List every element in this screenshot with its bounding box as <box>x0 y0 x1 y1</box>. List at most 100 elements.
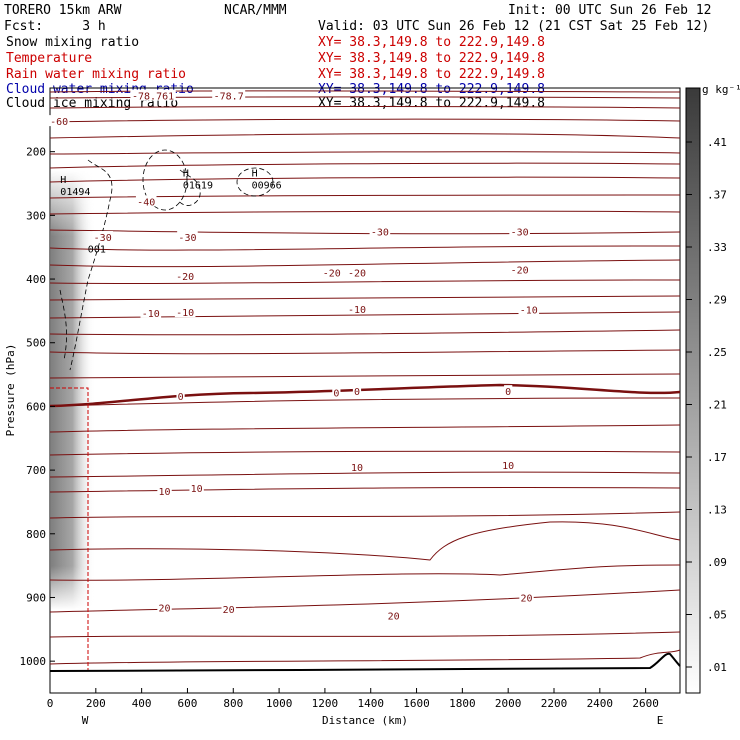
x-tick-label: 1200 <box>312 697 339 710</box>
terrain <box>49 652 681 672</box>
x-tick-label: 1600 <box>403 697 430 710</box>
contour-label-bg <box>509 225 530 237</box>
legend-xy: XY= 38.3,149.8 to 222.9,149.8 <box>318 35 545 50</box>
temperature-label: 20 <box>223 605 235 616</box>
zero-isotherm <box>49 383 681 408</box>
temperature-label: -60 <box>50 117 68 128</box>
x-tick-label: 2000 <box>495 697 522 710</box>
y-tick-label: 700 <box>26 464 46 477</box>
contour-label-bg <box>349 460 365 472</box>
contour-label-bg <box>140 306 162 318</box>
x-tick-label: 200 <box>86 697 106 710</box>
temperature-label: 0 <box>178 392 184 403</box>
contour-label-bg <box>157 485 172 497</box>
colorbar-unit: g kg⁻¹ <box>702 83 740 96</box>
contour-value-label: 001 <box>88 244 106 255</box>
temperature-label: -30 <box>94 233 112 244</box>
high-marker: H <box>252 169 258 180</box>
legend-label: Snow mixing ratio <box>6 35 139 50</box>
legend-xy: XY= 38.3,149.8 to 222.9,149.8 <box>318 96 545 111</box>
temperature-label: -78.761 <box>132 92 174 103</box>
temperature-label: 20 <box>388 611 400 622</box>
temperature-contours <box>49 90 681 665</box>
temperature-label: -10 <box>176 308 194 319</box>
temperature-label: 10 <box>351 463 363 474</box>
colorbar-level: .29 <box>707 294 727 307</box>
contour-label-bg <box>509 263 530 275</box>
temperature-label: -30 <box>371 227 389 238</box>
x-tick-label: 1400 <box>357 697 384 710</box>
x-axis-title: Distance (km) <box>322 714 408 727</box>
legend: Snow mixing ratio XY= 38.3,149.8 to 222.… <box>6 35 545 111</box>
temperature-label: -20 <box>348 269 366 280</box>
model-label: TORERO 15km ARW <box>4 3 122 18</box>
x-tick-label: 1800 <box>449 697 476 710</box>
contour-label-bg <box>135 195 157 207</box>
contour-label-bg <box>174 306 196 318</box>
temperature-label: 20 <box>520 593 532 604</box>
cloud-ice-contours <box>59 149 274 371</box>
contour-label-bg <box>92 231 113 243</box>
contour-label-bg <box>386 609 401 621</box>
x-tick-label: 400 <box>132 697 152 710</box>
colorbar-level: .37 <box>707 189 727 202</box>
contour-label-bg <box>519 591 534 603</box>
temperature-label: 10 <box>502 461 514 472</box>
colorbar-level: .41 <box>707 136 727 149</box>
snow-max-label: 01494 <box>60 187 90 198</box>
y-tick-label: 500 <box>26 337 46 350</box>
contour-label-bg <box>321 266 343 278</box>
legend-xy: XY= 38.3,149.8 to 222.9,149.8 <box>318 67 545 82</box>
rain-boundary <box>50 387 89 670</box>
contour-label-bg <box>174 269 196 281</box>
contour-label-bg <box>346 302 368 314</box>
colorbar-level: .05 <box>707 609 727 622</box>
contour-label-bg <box>346 266 368 278</box>
legend-label: Temperature <box>6 51 92 66</box>
contour-label-bg <box>157 601 172 613</box>
colorbar-gradient <box>685 87 701 694</box>
contour-label-bg <box>48 115 70 127</box>
x-tick-label: 800 <box>223 697 243 710</box>
contour-label-bg <box>176 390 185 402</box>
temperature-label: 0 <box>354 387 360 398</box>
contour-label-bg <box>352 385 362 397</box>
contour-label-bg <box>189 481 204 493</box>
temperature-label: -78.7 <box>214 92 244 103</box>
contour-label-bg <box>518 303 540 315</box>
temperature-label: -10 <box>142 309 160 320</box>
y-tick-label: 800 <box>26 528 46 541</box>
axes: 0 200 400 600 800 1000 1200 1400 1600 1800 2000 220… <box>20 136 727 710</box>
temperature-label: 0 <box>505 387 511 398</box>
high-marker: H <box>60 175 66 186</box>
temperature-label: -10 <box>348 305 366 316</box>
colorbar-level: .25 <box>707 346 727 359</box>
legend-xy: XY= 38.3,149.8 to 222.9,149.8 <box>318 51 545 66</box>
contour-label-bg <box>177 231 198 243</box>
y-axis-title: Pressure (hPa) <box>4 344 17 437</box>
x-tick-label: 1000 <box>266 697 293 710</box>
snow-max-label: 00966 <box>252 181 282 192</box>
y-tick-label: 900 <box>26 591 46 604</box>
contour-label-bg <box>130 89 176 101</box>
y-tick-label: 600 <box>26 400 46 413</box>
snow-max-label: 01619 <box>183 181 213 192</box>
y-tick-label: 1000 <box>20 655 47 668</box>
y-tick-label: 200 <box>26 146 46 159</box>
contour-labels: -60-78.761 -78.7-40-30 -30-30 -30-20 -20 -20-… <box>48 89 540 622</box>
temperature-label: -30 <box>178 233 196 244</box>
colorbar: g kg⁻¹ <box>685 83 740 694</box>
contour-label-bg <box>500 459 516 471</box>
temperature-label: -40 <box>137 197 155 208</box>
temperature-label: -20 <box>176 272 194 283</box>
y-tick-label: 400 <box>26 273 46 286</box>
high-marker: H <box>183 169 189 180</box>
colorbar-level: .17 <box>707 451 727 464</box>
legend-xy: XY= 38.3,149.8 to 222.9,149.8 <box>318 82 545 97</box>
fcst-label: Fcst: 3 h <box>4 19 106 34</box>
x-tick-label: 0 <box>47 697 54 710</box>
colorbar-level: .33 <box>707 241 727 254</box>
colorbar-level: .01 <box>707 661 727 674</box>
org-label: NCAR/MMM <box>224 3 287 18</box>
